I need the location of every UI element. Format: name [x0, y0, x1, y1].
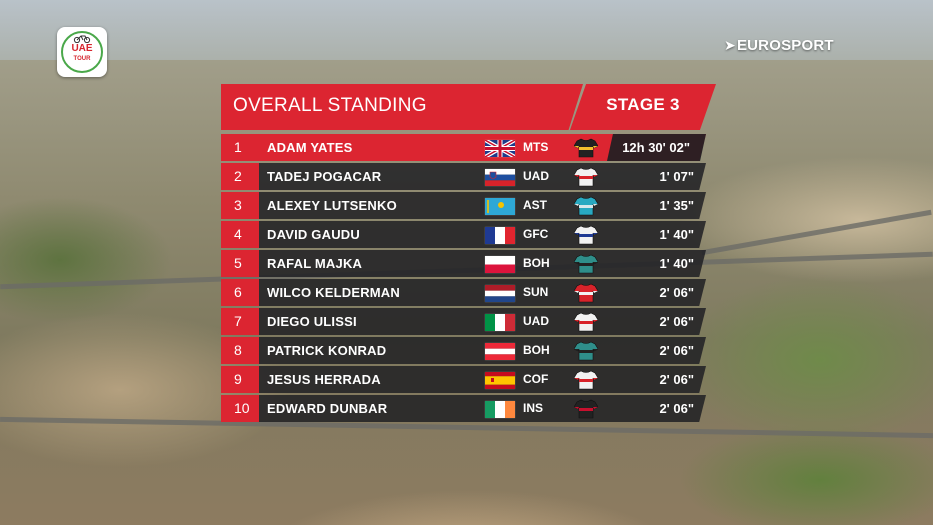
row-background: [221, 337, 706, 364]
position: 7: [221, 308, 259, 335]
time-gap: 1' 40": [659, 227, 694, 242]
rider-name: WILCO KELDERMAN: [267, 285, 400, 300]
position: 6: [221, 279, 259, 306]
team-code: AST: [523, 198, 547, 212]
rider-name: PATRICK KONRAD: [267, 343, 387, 358]
leader-row: 1 ADAM YATES MTS 12h 30' 02": [221, 134, 706, 161]
title-banner: [221, 84, 583, 130]
standing-row: 7 DIEGO ULISSI UAD 2' 06": [221, 308, 706, 335]
standing-row: 6 WILCO KELDERMAN SUN 2' 06": [221, 279, 706, 306]
time-gap: 2' 06": [659, 372, 694, 387]
eurosport-arrow-icon: ➤: [724, 37, 736, 53]
position: 9: [221, 366, 259, 393]
position: 3: [221, 192, 259, 219]
stage-label: STAGE 3: [606, 95, 680, 114]
bicycle-icon: [73, 35, 91, 43]
pl-flag-icon: [485, 256, 515, 273]
standing-row: 8 PATRICK KONRAD BOH 2' 06": [221, 337, 706, 364]
standing-row: 9 JESUS HERRADA COF 2' 06": [221, 366, 706, 393]
rider-name: TADEJ POGACAR: [267, 169, 382, 184]
leader-time-box: [607, 134, 706, 161]
it-flag-icon: [485, 314, 515, 331]
team-jersey-icon: [573, 341, 599, 361]
uae-tour-logo: UAE TOUR: [57, 27, 107, 77]
row-background: [221, 163, 706, 190]
standing-row: 10 EDWARD DUNBAR INS 2' 06": [221, 395, 706, 422]
time-gap: 12h 30' 02": [622, 140, 690, 155]
standing-row: 3 ALEXEY LUTSENKO AST 1' 35": [221, 192, 706, 219]
kz-flag-icon: [485, 198, 515, 215]
team-code: SUN: [523, 285, 549, 299]
position: 2: [221, 163, 259, 190]
logo-text-uae: UAE: [71, 43, 93, 54]
sky: [0, 0, 933, 70]
team-jersey-icon: [573, 283, 599, 303]
position: 5: [221, 250, 259, 277]
rider-name: DAVID GAUDU: [267, 227, 360, 242]
broadcaster-name: EUROSPORT: [736, 37, 834, 54]
standing-row: 5 RAFAL MAJKA BOH 1' 40": [221, 250, 706, 277]
es-flag-icon: [485, 372, 515, 389]
team-jersey-icon: [573, 225, 599, 245]
time-gap: 2' 06": [659, 401, 694, 416]
rider-name: ADAM YATES: [267, 140, 353, 155]
position: 8: [221, 337, 259, 364]
rider-name: DIEGO ULISSI: [267, 314, 357, 329]
broadcaster-logo: ➤EUROSPORT: [724, 37, 834, 54]
logo-ring: [61, 31, 103, 73]
row-background: [221, 221, 706, 248]
team-jersey-icon: [573, 399, 599, 419]
stage-banner: [570, 84, 716, 130]
rider-name: ALEXEY LUTSENKO: [267, 198, 397, 213]
position: 1: [221, 134, 259, 161]
team-code: UAD: [523, 314, 549, 328]
row-background: [221, 308, 706, 335]
team-jersey-icon: [573, 312, 599, 332]
rider-name: JESUS HERRADA: [267, 372, 381, 387]
team-code: COF: [523, 372, 549, 386]
team-jersey-icon: [573, 370, 599, 390]
ie-flag-icon: [485, 401, 515, 418]
rider-name: RAFAL MAJKA: [267, 256, 363, 271]
row-background: [221, 279, 706, 306]
time-gap: 2' 06": [659, 285, 694, 300]
team-jersey-icon: [573, 167, 599, 187]
row-background: [221, 395, 706, 422]
at-flag-icon: [485, 343, 515, 360]
team-code: MTS: [523, 140, 549, 154]
team-jersey-icon: [573, 196, 599, 216]
row-background: [221, 192, 706, 219]
time-gap: 1' 40": [659, 256, 694, 271]
logo-text-tour: TOUR: [73, 56, 91, 62]
fr-flag-icon: [485, 227, 515, 244]
si-flag-icon: [485, 169, 515, 186]
standings-table: 1 ADAM YATES MTS 12h 30' 02" 2 TADEJ POGACAR U…: [221, 134, 706, 424]
standings-title: OVERALL STANDING: [233, 95, 427, 116]
team-jersey-icon: [573, 254, 599, 274]
team-code: BOH: [523, 343, 550, 357]
row-background: [221, 366, 706, 393]
gb-flag-icon: [485, 140, 515, 157]
team-code: INS: [523, 401, 544, 415]
position: 10: [221, 395, 259, 422]
position: 4: [221, 221, 259, 248]
nl-flag-icon: [485, 285, 515, 302]
standing-row: 2 TADEJ POGACAR UAD 1' 07": [221, 163, 706, 190]
team-code: BOH: [523, 256, 550, 270]
team-code: GFC: [523, 227, 549, 241]
team-code: UAD: [523, 169, 549, 183]
standing-row: 4 DAVID GAUDU GFC 1' 40": [221, 221, 706, 248]
time-gap: 2' 06": [659, 314, 694, 329]
time-gap: 1' 35": [659, 198, 694, 213]
team-jersey-icon: [573, 138, 599, 158]
row-background: [221, 250, 706, 277]
time-gap: 2' 06": [659, 343, 694, 358]
time-gap: 1' 07": [659, 169, 694, 184]
rider-name: EDWARD DUNBAR: [267, 401, 388, 416]
